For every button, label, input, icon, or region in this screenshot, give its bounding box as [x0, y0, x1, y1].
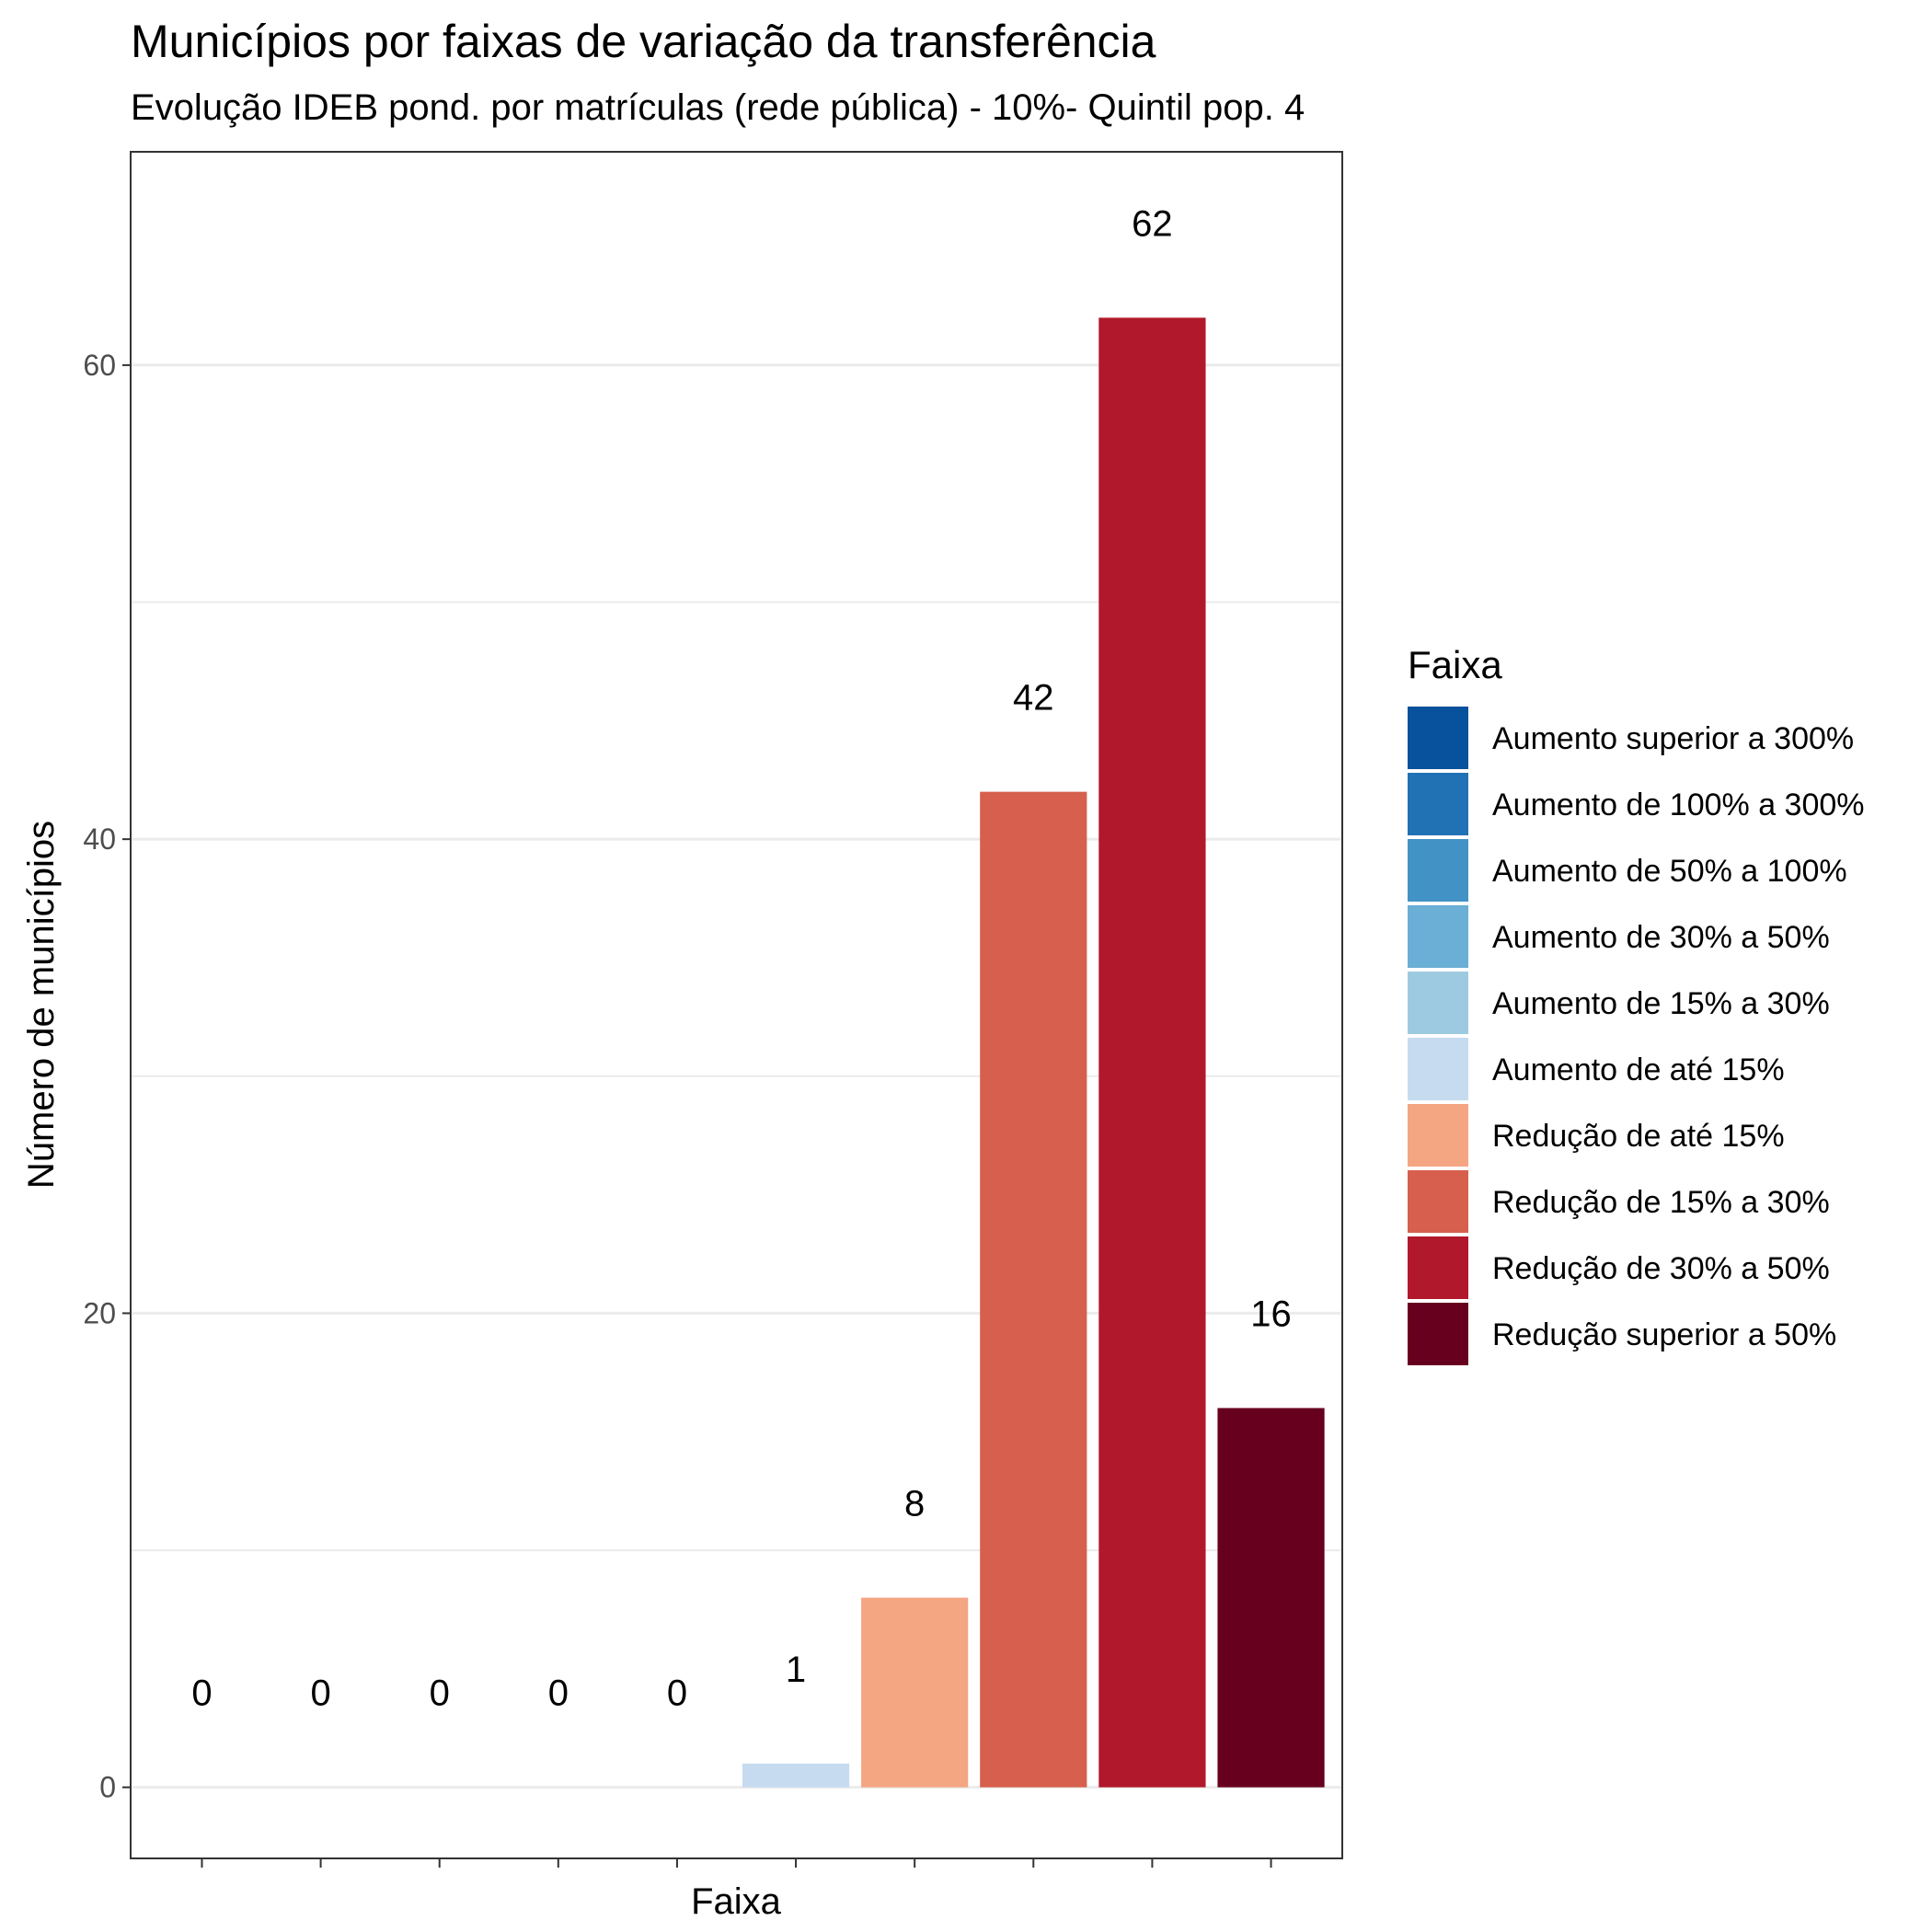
y-axis-title: Número de municípios — [21, 821, 62, 1189]
y-tick-label: 20 — [83, 1296, 116, 1329]
legend-key — [1408, 707, 1468, 769]
data-label: 1 — [786, 1650, 806, 1690]
bar — [1098, 317, 1206, 1788]
bar — [1217, 1408, 1325, 1788]
legend-label: Aumento superior a 300% — [1492, 721, 1854, 756]
legend-key — [1408, 1038, 1468, 1100]
legend-key — [1408, 1104, 1468, 1167]
legend-key — [1408, 1170, 1468, 1233]
legend-key — [1408, 839, 1468, 902]
bar — [980, 791, 1087, 1788]
data-label: 0 — [667, 1673, 687, 1714]
legend-label: Aumento de 30% a 50% — [1492, 920, 1830, 955]
legend-label: Redução superior a 50% — [1492, 1317, 1836, 1352]
legend-label: Aumento de 15% a 30% — [1492, 986, 1830, 1021]
legend-label: Aumento de 100% a 300% — [1492, 788, 1865, 822]
legend-key — [1408, 773, 1468, 835]
y-tick-label: 0 — [99, 1771, 116, 1804]
data-labels: 0 0 0 0 0 1 8 42 62 16 — [191, 203, 1291, 1713]
data-label: 0 — [310, 1673, 330, 1714]
legend-title: Faixa — [1408, 643, 1502, 686]
data-label: 62 — [1132, 203, 1173, 244]
y-axis-ticks: 0 20 40 60 — [83, 349, 131, 1804]
y-tick-label: 40 — [83, 822, 116, 856]
legend-label: Redução de 30% a 50% — [1492, 1251, 1830, 1286]
data-label: 42 — [1013, 678, 1054, 719]
data-label: 8 — [904, 1484, 925, 1524]
chart-subtitle: Evolução IDEB pond. por matrículas (rede… — [131, 87, 1305, 128]
legend-key — [1408, 1236, 1468, 1299]
data-label: 0 — [548, 1673, 569, 1714]
y-tick-label: 60 — [83, 349, 116, 382]
x-axis-title: Faixa — [691, 1881, 782, 1922]
bar — [742, 1763, 850, 1788]
plot-panel-border — [130, 151, 1343, 1859]
legend-label: Aumento de 50% a 100% — [1492, 854, 1847, 889]
legend-label: Redução de 15% a 30% — [1492, 1185, 1830, 1220]
legend-label: Redução de até 15% — [1492, 1119, 1785, 1154]
data-label: 16 — [1250, 1294, 1292, 1334]
bars — [742, 317, 1325, 1788]
legend-key — [1408, 905, 1468, 968]
data-label: 0 — [430, 1673, 450, 1714]
bar — [861, 1597, 969, 1788]
legend: Faixa Aumento superior a 300% Aumento de … — [1408, 643, 1865, 1365]
x-axis-ticks — [201, 1858, 1272, 1868]
data-label: 0 — [191, 1673, 212, 1714]
gridlines — [131, 363, 1342, 1789]
chart-title: Municípios por faixas de variação da tra… — [131, 16, 1156, 67]
legend-label: Aumento de até 15% — [1492, 1052, 1785, 1087]
legend-key — [1408, 972, 1468, 1034]
legend-key — [1408, 1303, 1468, 1365]
